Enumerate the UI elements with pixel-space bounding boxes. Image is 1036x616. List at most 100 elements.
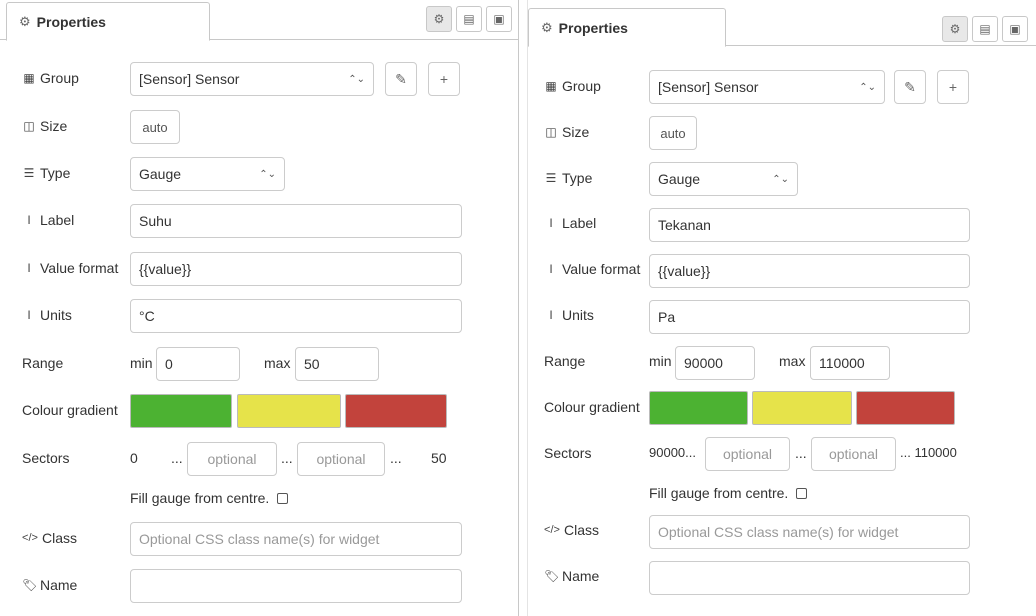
gear-icon[interactable]: ⚙ bbox=[426, 6, 452, 32]
panel-divider bbox=[527, 0, 528, 616]
range-label: Range bbox=[544, 353, 586, 369]
left-properties-panel: ⚙ Properties ⚙ ▤ ▣ ▦ Group [Sensor] Sens… bbox=[0, 0, 518, 603]
label-input[interactable]: Suhu bbox=[130, 204, 462, 238]
fill-gauge-option[interactable]: Fill gauge from centre. bbox=[649, 485, 808, 501]
class-label: </> Class bbox=[22, 530, 78, 546]
value-format-input[interactable]: {{value}} bbox=[130, 252, 462, 286]
sectors-sep-2: ... bbox=[281, 450, 293, 466]
add-group-button[interactable]: + bbox=[937, 70, 969, 104]
size-icon: ◫ bbox=[23, 119, 35, 133]
group-select[interactable]: [Sensor] Sensor ⌃⌄ bbox=[649, 70, 885, 104]
type-select[interactable]: Gauge ⌃⌄ bbox=[649, 162, 798, 196]
fill-gauge-option[interactable]: Fill gauge from centre. bbox=[130, 490, 289, 506]
colour-swatch-2[interactable] bbox=[752, 391, 852, 425]
colour-gradient-label: Colour gradient bbox=[22, 402, 118, 418]
sector-1-input[interactable]: optional bbox=[705, 437, 790, 471]
value-format-input[interactable]: {{value}} bbox=[649, 254, 970, 288]
table-icon: ▦ bbox=[23, 71, 35, 85]
chevron-updown-icon: ⌃⌄ bbox=[259, 168, 276, 180]
sector-2-input[interactable]: optional bbox=[811, 437, 896, 471]
add-group-button[interactable]: + bbox=[428, 62, 460, 96]
list-icon: ☰ bbox=[545, 171, 557, 185]
name-input[interactable] bbox=[130, 569, 462, 603]
edit-group-button[interactable]: ✎ bbox=[385, 62, 417, 96]
tab-title: Properties bbox=[36, 13, 106, 30]
layout-icon[interactable]: ▣ bbox=[486, 6, 512, 32]
value-format-label: I Value format bbox=[22, 260, 118, 276]
type-label: ☰ Type bbox=[545, 170, 593, 186]
document-icon[interactable]: ▤ bbox=[972, 16, 998, 42]
document-icon[interactable]: ▤ bbox=[456, 6, 482, 32]
class-input[interactable]: Optional CSS class name(s) for widget bbox=[649, 515, 970, 549]
tab-icons: ⚙ ▤ ▣ bbox=[942, 16, 1028, 42]
code-icon: </> bbox=[544, 524, 560, 536]
name-label: 🏷 Name bbox=[22, 577, 78, 593]
type-label: ☰ Type bbox=[23, 165, 71, 181]
label-label: I Label bbox=[22, 212, 74, 228]
sectors-sep-2: ... bbox=[795, 445, 807, 461]
value-format-label: I Value format bbox=[544, 261, 640, 277]
tab-icons: ⚙ ▤ ▣ bbox=[426, 6, 512, 32]
range-label: Range bbox=[22, 355, 64, 371]
text-cursor-icon: I bbox=[549, 308, 553, 322]
size-label: ◫ Size bbox=[545, 124, 590, 140]
range-max-label: max bbox=[264, 355, 291, 371]
units-label: I Units bbox=[544, 307, 594, 323]
gear-icon[interactable]: ⚙ bbox=[942, 16, 968, 42]
sectors-label: Sectors bbox=[22, 450, 70, 466]
sector-2-input[interactable]: optional bbox=[297, 442, 385, 476]
colour-swatch-3[interactable] bbox=[856, 391, 955, 425]
tag-icon: 🏷 bbox=[544, 569, 560, 583]
panel-divider bbox=[518, 0, 519, 616]
pencil-icon: ✎ bbox=[904, 78, 916, 95]
colour-swatch-1[interactable] bbox=[130, 394, 232, 428]
units-input[interactable]: °C bbox=[130, 299, 462, 333]
range-max-input[interactable]: 50 bbox=[295, 347, 379, 381]
sectors-sep-1: ... bbox=[171, 450, 183, 466]
fill-gauge-checkbox[interactable] bbox=[277, 492, 289, 504]
size-label: ◫ Size bbox=[23, 118, 68, 134]
size-button[interactable]: auto bbox=[649, 116, 697, 150]
type-select[interactable]: Gauge ⌃⌄ bbox=[130, 157, 285, 191]
range-min-input[interactable]: 0 bbox=[156, 347, 240, 381]
colour-swatch-3[interactable] bbox=[345, 394, 447, 428]
group-label: ▦ Group bbox=[23, 70, 79, 86]
size-button[interactable]: auto bbox=[130, 110, 180, 144]
tab-properties[interactable]: ⚙ Properties bbox=[528, 8, 726, 47]
sectors-start: 0 bbox=[130, 450, 138, 466]
class-input[interactable]: Optional CSS class name(s) for widget bbox=[130, 522, 462, 556]
table-icon: ▦ bbox=[545, 79, 557, 93]
sector-1-input[interactable]: optional bbox=[187, 442, 277, 476]
tab-properties[interactable]: ⚙ Properties bbox=[6, 2, 210, 41]
label-input[interactable]: Tekanan bbox=[649, 208, 970, 242]
text-cursor-icon: I bbox=[27, 308, 31, 322]
text-cursor-icon: I bbox=[27, 213, 31, 227]
range-min-label: min bbox=[130, 355, 153, 371]
plus-icon: + bbox=[948, 79, 958, 95]
range-max-input[interactable]: 110000 bbox=[810, 346, 890, 380]
fill-gauge-checkbox[interactable] bbox=[796, 487, 808, 499]
right-properties-panel: ⚙ Properties ⚙ ▤ ▣ ▦ Group [Sensor] Sens… bbox=[528, 0, 1036, 616]
name-input[interactable] bbox=[649, 561, 970, 595]
pencil-icon: ✎ bbox=[395, 70, 407, 87]
edit-group-button[interactable]: ✎ bbox=[894, 70, 926, 104]
colour-gradient-label: Colour gradient bbox=[544, 399, 640, 415]
colour-swatch-2[interactable] bbox=[237, 394, 341, 428]
group-label: ▦ Group bbox=[545, 78, 601, 94]
tab-bar: ⚙ Properties ⚙ ▤ ▣ bbox=[0, 0, 518, 41]
layout-icon[interactable]: ▣ bbox=[1002, 16, 1028, 42]
sectors-sep-3: ... bbox=[390, 450, 402, 466]
gear-icon: ⚙ bbox=[541, 19, 553, 35]
list-icon: ☰ bbox=[23, 166, 35, 180]
sectors-end: ... 110000 bbox=[900, 445, 957, 460]
sectors-label: Sectors bbox=[544, 445, 592, 461]
tab-bar: ⚙ Properties ⚙ ▤ ▣ bbox=[528, 0, 1036, 47]
colour-swatch-1[interactable] bbox=[649, 391, 748, 425]
gear-icon: ⚙ bbox=[19, 13, 31, 29]
range-min-input[interactable]: 90000 bbox=[675, 346, 755, 380]
text-cursor-icon: I bbox=[549, 216, 553, 230]
size-icon: ◫ bbox=[545, 125, 557, 139]
group-select[interactable]: [Sensor] Sensor ⌃⌄ bbox=[130, 62, 374, 96]
units-input[interactable]: Pa bbox=[649, 300, 970, 334]
sectors-end: 50 bbox=[431, 450, 447, 466]
